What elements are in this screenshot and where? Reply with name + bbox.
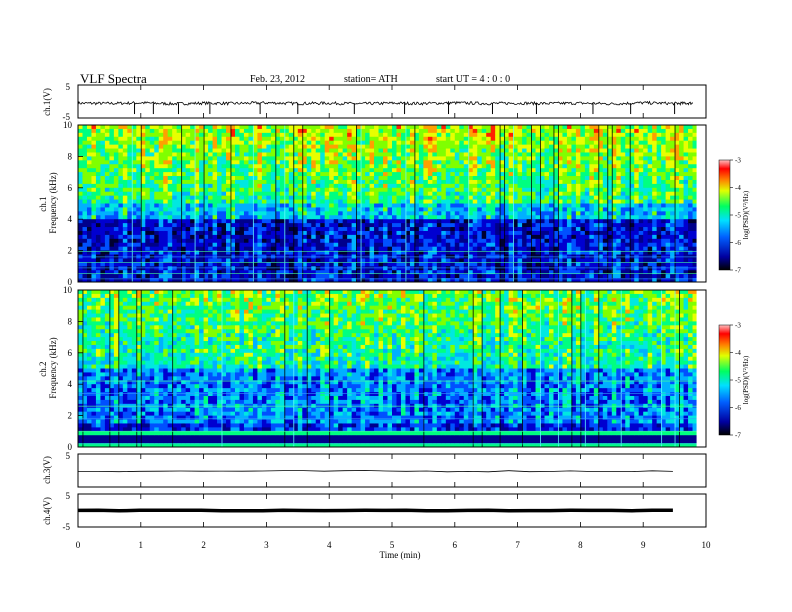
frequency-tick-label: 2 [68,246,73,256]
time-tick-label: 7 [515,540,520,550]
time-tick-label: 8 [578,540,583,550]
ch2-frequency-label: Frequency (kHz) [48,337,58,398]
ch1-waveform-spikes [134,103,676,115]
colorbar-tick-label: -4 [735,184,741,192]
frequency-tick-label: 4 [68,214,73,224]
time-tick-label: 6 [453,540,458,550]
ch1-waveform-trace [77,100,694,106]
ch1-colorbar-ticks: -3 -4 -5 -6 -7 [730,157,741,275]
colorbar-tick-label: -6 [735,404,741,412]
ch1-waveform-ylabel: ch.1(V) [42,88,52,116]
ch2-colorbar-ticks: -3 -4 -5 -6 -7 [730,322,741,440]
colorbar-tick-label: -3 [735,157,741,165]
colorbar-tick-label: -7 [735,267,741,275]
time-tick-label: 9 [641,540,646,550]
ch2-spectrogram-image [78,290,707,448]
time-axis: 0 1 2 3 4 5 6 7 8 9 10 [76,85,711,550]
colorbar-tick-label: -6 [735,239,741,247]
ch3-ytick-top: 5 [66,451,71,461]
time-tick-label: 1 [139,540,144,550]
chart-title: VLF Spectra [80,71,147,86]
ch2-frequency-ticks: 0 2 4 6 8 10 [63,285,83,452]
frequency-tick-label: 0 [68,277,73,287]
ch1-colorbar-label: log(PSD)(V²/Hz) [742,190,750,239]
ch1-channel-label: ch.1 [38,197,48,212]
time-axis-label: Time (min) [380,550,421,560]
colorbar-tick-label: -5 [735,377,741,385]
colorbar-tick-label: -4 [735,349,741,357]
ch3-waveform-ylabel: ch.3(V) [42,456,52,484]
ch1-waveform-panel: 5 -5 ch.1(V) [42,82,707,122]
colorbar-tick-label: -3 [735,322,741,330]
ch1-frequency-label: Frequency (kHz) [48,172,58,233]
time-tick-label: 3 [264,540,269,550]
ch1-ytick-top: 5 [66,82,71,92]
frequency-tick-label: 10 [63,120,73,130]
ch1-spectrogram-ylabel: ch.1 Frequency (kHz) [38,172,58,233]
date-label: Feb. 23, 2012 [250,74,305,85]
frequency-tick-label: 0 [68,442,73,452]
ch4-ytick-top: 5 [66,491,71,501]
time-tick-label: 4 [327,540,332,550]
ch3-waveform-trace [78,470,673,473]
ch1-frequency-ticks: 0 2 4 6 8 10 [63,120,83,287]
ch1-ytick-bottom: -5 [63,112,71,122]
frequency-tick-label: 8 [68,316,73,326]
ch4-waveform-ylabel: ch.4(V) [42,497,52,525]
ch2-colorbar-label: log(PSD)(V²/Hz) [742,355,750,404]
frequency-tick-label: 8 [68,151,73,161]
ch2-channel-label: ch.2 [38,362,48,377]
time-tick-label: 5 [390,540,395,550]
time-tick-label: 0 [76,540,81,550]
colorbar-tick-label: -5 [735,212,741,220]
ch1-colorbar [718,159,731,271]
ch3-waveform-panel: 5 ch.3(V) [42,451,707,488]
ch1-spectrogram-image [78,125,707,283]
time-tick-label: 2 [201,540,206,550]
ch4-ytick-bottom: -5 [63,522,71,532]
ch2-colorbar [718,324,731,436]
ch4-waveform-panel: 5 -5 ch.4(V) [42,491,707,532]
station-label: station= ATH [344,74,398,85]
frequency-tick-label: 4 [68,379,73,389]
frequency-tick-label: 10 [63,285,73,295]
start-time-label: start UT = 4 : 0 : 0 [436,74,511,85]
frequency-tick-label: 6 [68,348,73,358]
frequency-tick-label: 2 [68,411,73,421]
time-tick-label: 10 [702,540,712,550]
colorbar-tick-label: -7 [735,432,741,440]
frequency-tick-label: 6 [68,183,73,193]
ch4-waveform-trace [77,508,673,513]
ch2-spectrogram-ylabel: ch.2 Frequency (kHz) [38,337,58,398]
